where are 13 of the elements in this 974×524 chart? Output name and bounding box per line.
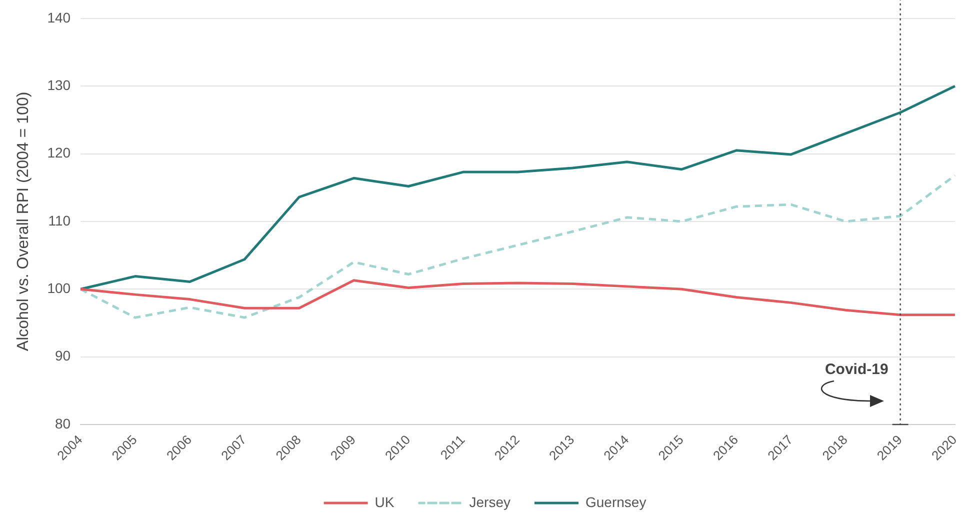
ref-line-label: Covid-19 <box>824 360 888 378</box>
legend-label: Guernsey <box>585 494 646 510</box>
y-tick-label: 110 <box>48 212 71 228</box>
legend-label: Jersey <box>469 494 510 510</box>
line-series <box>79 174 956 319</box>
y-tick-label: 140 <box>47 9 71 26</box>
y-tick-label: 80 <box>54 415 71 432</box>
legend-label: UK <box>374 494 395 510</box>
y-tick-label: 90 <box>54 348 71 364</box>
y-tick-label: 100 <box>47 280 71 296</box>
y-axis-title: Alcohol vs. Overall RPI (2004 = 100) <box>15 92 32 352</box>
y-tick-label: 120 <box>47 144 71 161</box>
y-tick-label: 130 <box>47 76 71 93</box>
